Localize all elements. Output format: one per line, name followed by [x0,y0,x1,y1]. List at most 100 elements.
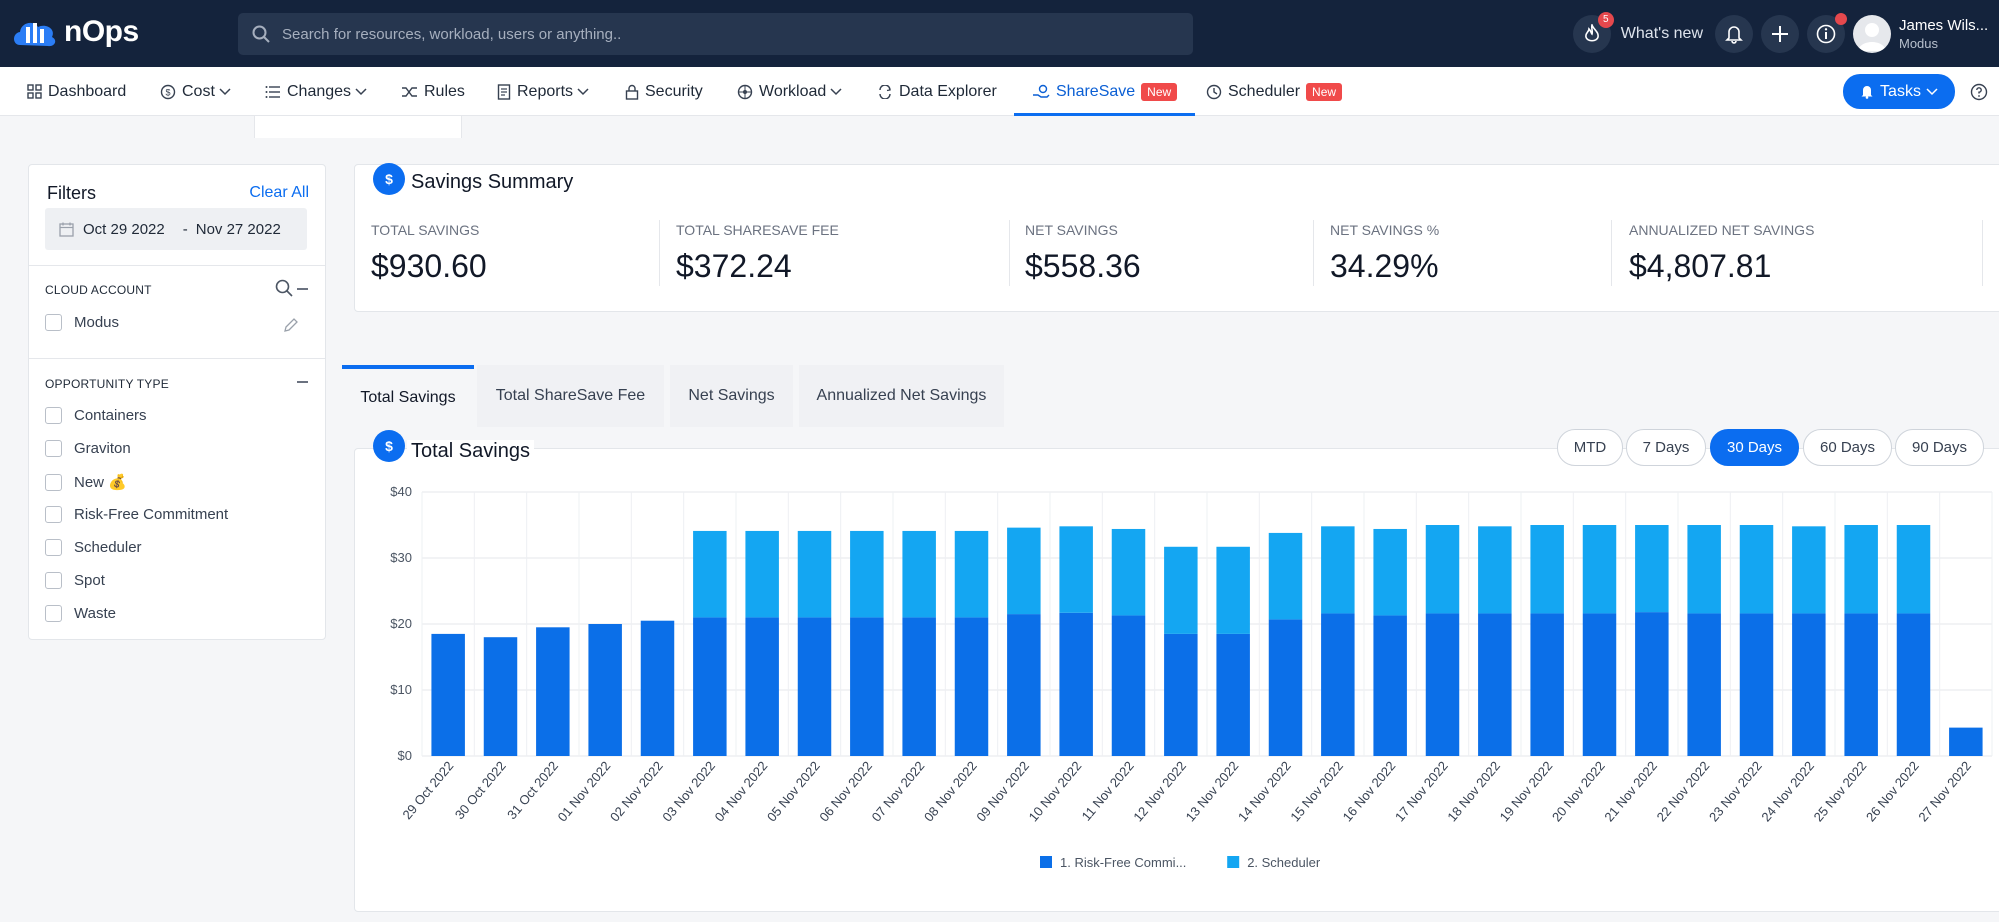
help-icon[interactable] [1970,83,1988,101]
checkbox[interactable] [45,572,62,589]
nav-workload[interactable]: Workload [737,67,842,116]
sharesave-subtabs [0,116,1999,138]
dollar-circle-icon: $ [160,84,176,99]
bell-icon [1861,86,1873,99]
metric-total-sharesave-fee: TOTAL SHARESAVE FEE $372.24 [676,222,839,285]
hot-button[interactable]: 5 [1572,11,1614,53]
info-button[interactable] [1807,12,1847,53]
nav-dashboard-label: Dashboard [48,82,127,100]
opportunity-type-heading: OPPORTUNITY TYPE [45,377,169,391]
checkbox[interactable] [45,407,62,424]
opportunity-option[interactable]: New 💰 [45,473,127,491]
date-to: Nov 27 2022 [195,220,281,238]
nav-data-explorer[interactable]: Data Explorer [877,67,997,116]
range-60-days-button[interactable]: 60 Days [1803,429,1892,466]
flame-icon [1584,23,1599,42]
range-mtd-button[interactable]: MTD [1557,429,1623,466]
nav-sharesave[interactable]: ShareSave New [1013,67,1196,116]
document-icon [497,83,511,100]
checkbox[interactable] [45,506,62,523]
checkbox[interactable] [45,440,62,457]
edit-icon[interactable] [283,317,299,333]
opportunity-option[interactable]: Graviton [45,440,131,457]
nav-sharesave-label: ShareSave [1056,82,1136,100]
main-nav: Dashboard $ Cost Changes Rules Reports S… [0,67,1999,116]
user-org: Modus [1899,35,1939,51]
app-name: nOps [64,15,139,48]
opportunity-option[interactable]: Risk-Free Commitment [45,506,228,523]
opportunity-option[interactable]: Waste [45,605,116,622]
nav-data-explorer-label: Data Explorer [899,82,997,100]
divider [1313,220,1314,286]
dollar-coin-icon: $ [373,430,405,462]
nav-rules[interactable]: Rules [401,67,465,116]
option-label: Scheduler [74,539,142,556]
tab-total-savings[interactable]: Total Savings [342,365,474,427]
clear-all-link[interactable]: Clear All [249,184,309,201]
nav-cost[interactable]: $ Cost [160,67,231,116]
tab-net-savings[interactable]: Net Savings [670,365,793,427]
chart-card-title: Total Savings [407,440,534,463]
whats-new-link[interactable]: What's new [1620,24,1703,42]
opportunity-option[interactable]: Spot [45,572,105,589]
metric-net-savings: NET SAVINGS $558.36 [1025,222,1141,285]
network-icon [737,84,753,99]
date-from: Oct 29 2022 [83,220,165,238]
checkbox[interactable] [45,605,62,622]
metric-value: $558.36 [1025,248,1141,284]
checkbox[interactable] [45,539,62,556]
metric-label: TOTAL SHARESAVE FEE [676,222,839,238]
hand-coin-icon [1033,84,1050,98]
checkbox[interactable] [45,314,62,331]
savings-summary-title: Savings Summary [407,171,578,194]
opportunity-option[interactable]: Containers [45,407,147,424]
grid-icon [27,84,42,99]
range-30-days-button[interactable]: 30 Days [1710,429,1799,466]
divider [1982,220,1983,286]
clock-icon [1206,84,1222,99]
collapse-icon[interactable] [297,288,308,290]
user-menu[interactable]: James Wils... Modus [1899,17,1999,51]
nav-reports[interactable]: Reports [497,67,589,116]
tasks-button[interactable]: Tasks [1843,74,1955,109]
refresh-icon [879,84,891,99]
dollar-coin-icon: $ [373,163,405,195]
divider [1009,220,1010,286]
list-icon [265,85,280,98]
nav-changes[interactable]: Changes [265,67,367,116]
opportunity-option[interactable]: Scheduler [45,539,142,556]
tab-total-sharesave-fee[interactable]: Total ShareSave Fee [477,365,664,427]
metric-total-savings: TOTAL SAVINGS $930.60 [371,222,487,285]
search-placeholder: Search for resources, workload, users or… [282,25,622,43]
filters-title: Filters [47,183,96,203]
nav-security[interactable]: Security [625,67,703,116]
add-button[interactable] [1761,14,1799,53]
tab-annualized-net-savings[interactable]: Annualized Net Savings [799,365,1004,427]
nav-scheduler[interactable]: Scheduler New [1206,67,1343,116]
notifications-button[interactable] [1715,14,1753,53]
metric-label: NET SAVINGS [1025,222,1118,238]
collapse-icon[interactable] [297,381,308,383]
nav-reports-label: Reports [517,82,574,100]
search-icon[interactable] [275,279,293,297]
tasks-label: Tasks [1880,82,1921,100]
metric-value: $4,807.81 [1629,248,1772,284]
checkbox[interactable] [45,473,62,491]
nops-logo[interactable]: nOps [10,14,139,50]
range-90-days-button[interactable]: 90 Days [1895,429,1984,466]
avatar[interactable] [1853,14,1891,53]
info-icon [1816,24,1836,43]
subtab-sharesave-realized[interactable] [254,116,462,138]
info-dot-icon [1835,12,1847,25]
date-range-picker[interactable]: Oct 29 2022 - Nov 27 2022 [45,208,307,250]
new-badge: New [1141,82,1178,101]
metric-label: NET SAVINGS % [1330,222,1440,238]
range-7-days-button[interactable]: 7 Days [1626,429,1706,466]
chevron-down-icon [830,87,842,95]
savings-summary-card: Savings Summary TOTAL SAVINGS $930.60 TOT… [354,164,1999,312]
nav-dashboard[interactable]: Dashboard [27,67,126,116]
divider [29,265,325,266]
search-input[interactable]: Search for resources, workload, users or… [238,13,1193,55]
user-avatar-icon [1858,22,1886,51]
cloud-account-option[interactable]: Modus [45,314,119,331]
